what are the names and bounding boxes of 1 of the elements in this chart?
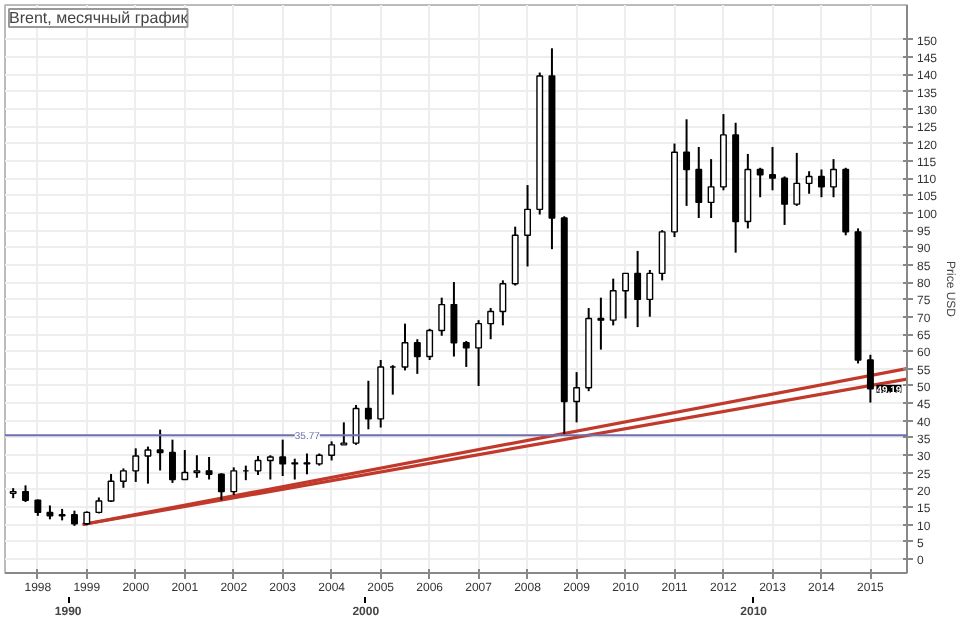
chart-title: Brent, месячный график xyxy=(9,9,189,27)
